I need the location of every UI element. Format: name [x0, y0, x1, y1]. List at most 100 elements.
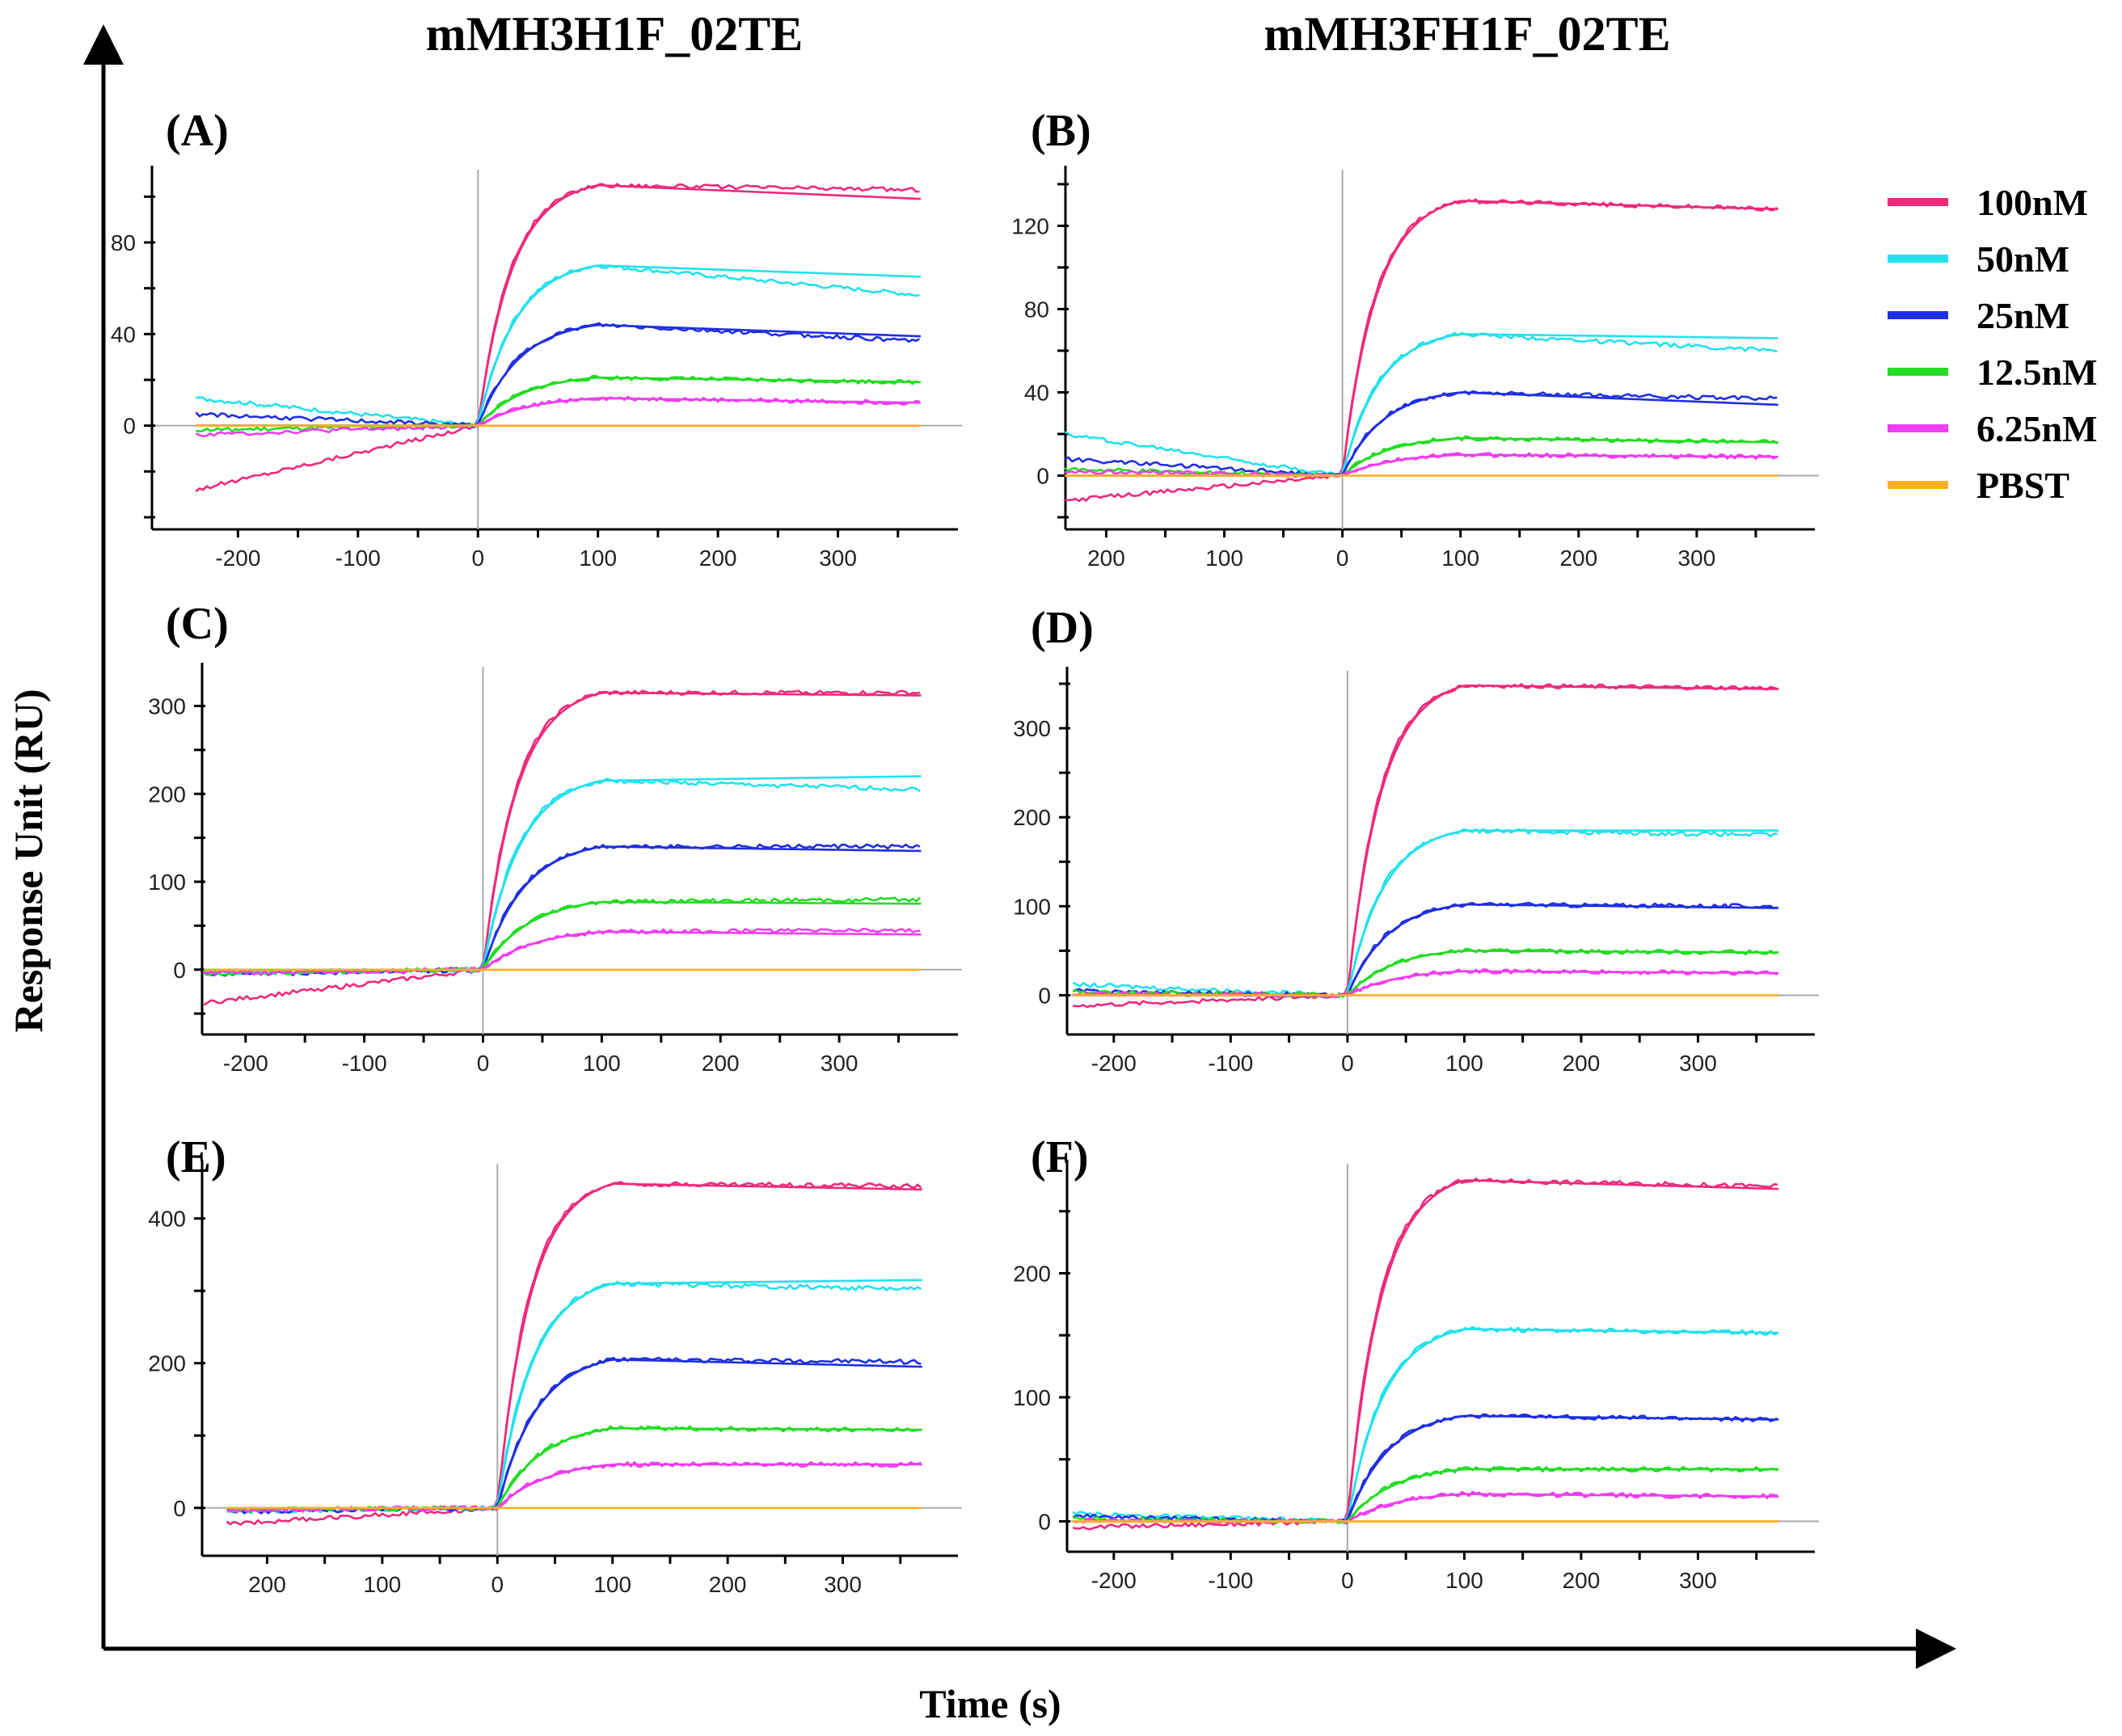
- x-axis-title: Time (s): [919, 1681, 1061, 1726]
- series-data-curve: [196, 374, 920, 433]
- series-fit-curve: [1073, 684, 1779, 997]
- panel-a: (A) 0 40 80 -200 -100 0 100 200 300: [111, 106, 962, 571]
- series-fit-curve: [204, 775, 922, 971]
- y-tick-label: 200: [148, 782, 186, 807]
- y-tick-label: 300: [148, 694, 186, 719]
- x-tick-label: 300: [1679, 1568, 1717, 1593]
- legend-label: 6.25nM: [1976, 408, 2098, 449]
- series-fit-curve: [1065, 391, 1778, 477]
- y-tick-label: 0: [123, 414, 136, 439]
- y-tick-label: 0: [1036, 463, 1049, 488]
- legend-label: 25nM: [1976, 295, 2069, 336]
- panel-e: (E) 0 200 400 200 100 0 100 200 300: [148, 1132, 962, 1597]
- column-title-left: mMH3H1F_02TE: [426, 7, 804, 61]
- y-tick-label: 100: [148, 870, 186, 895]
- series-data-curve: [1072, 901, 1778, 998]
- series-fit-curve: [226, 1182, 922, 1510]
- x-tick-label: 0: [1336, 546, 1349, 571]
- panel-d: (D) 0 100 200 300 -200 -100 0 100 200 300: [1013, 603, 1819, 1076]
- panel-c: (C) 0 100 200 300 -200 -100 0 100 200 300: [148, 599, 962, 1076]
- series-data-curve: [226, 1280, 922, 1515]
- series-data-curve: [203, 777, 921, 975]
- panel-label: (F): [1031, 1132, 1089, 1182]
- series-fit-curve: [226, 1463, 922, 1510]
- x-tick-label: 200: [709, 1572, 747, 1597]
- x-tick-label: 100: [583, 1051, 621, 1076]
- panel-label: (B): [1031, 106, 1091, 156]
- series-fit-curve: [226, 1279, 922, 1510]
- x-tick-label: -100: [335, 546, 381, 571]
- series-fit-curve: [226, 1358, 922, 1510]
- y-tick-label: 100: [1013, 894, 1051, 919]
- y-tick-label: 120: [1011, 213, 1049, 238]
- x-tick-label: 100: [593, 1572, 631, 1597]
- y-tick-label: 100: [1013, 1385, 1051, 1410]
- series-fit-curve: [1065, 453, 1778, 477]
- x-tick-label: 300: [1678, 546, 1716, 571]
- panel-b: (B) 0 40 80 120 200 100 0 100 200 300: [1011, 106, 1819, 571]
- series-fit-curve: [204, 691, 922, 971]
- x-tick-label: -100: [342, 1051, 387, 1076]
- y-tick-label: 40: [1024, 380, 1049, 405]
- x-tick-label: 0: [491, 1572, 504, 1597]
- x-tick-label: 0: [1341, 1051, 1354, 1076]
- series-data-curve: [1064, 390, 1778, 477]
- x-tick-label: 200: [1087, 546, 1125, 571]
- series-data-curve: [226, 1181, 922, 1526]
- panel-f: (F) 0 100 200 -200 -100 0 100 200 300: [1013, 1132, 1819, 1593]
- x-tick-label: -100: [1208, 1051, 1253, 1076]
- y-tick-label: 80: [1024, 297, 1049, 322]
- x-tick-label: 100: [1441, 546, 1479, 571]
- x-tick-label: 0: [477, 1051, 490, 1076]
- panel-label: (E): [166, 1132, 226, 1182]
- series-data-curve: [1073, 683, 1778, 1009]
- series-data-curve: [226, 1356, 922, 1515]
- legend: 100nM 50nM 25nM 12.5nM 6.25nM PBST: [1888, 182, 2098, 506]
- y-tick-label: 200: [148, 1351, 186, 1376]
- x-tick-label: 100: [579, 546, 617, 571]
- x-tick-label: 100: [1205, 546, 1243, 571]
- series-data-curve: [1072, 1325, 1778, 1525]
- x-tick-label: 300: [1679, 1051, 1717, 1076]
- x-tick-label: 100: [1445, 1051, 1483, 1076]
- y-tick-label: 200: [1013, 1261, 1051, 1286]
- x-tick-label: -100: [1208, 1568, 1253, 1593]
- y-tick-label: 300: [1013, 716, 1051, 741]
- x-tick-label: 200: [1559, 546, 1597, 571]
- series-fit-curve: [196, 183, 922, 427]
- x-tick-label: 200: [702, 1051, 740, 1076]
- series-data-curve: [1064, 331, 1778, 478]
- x-tick-label: 200: [1563, 1568, 1601, 1593]
- y-tick-label: 0: [1038, 983, 1051, 1008]
- x-tick-label: 200: [699, 546, 737, 571]
- x-tick-label: 200: [248, 1572, 286, 1597]
- legend-label: 50nM: [1976, 238, 2069, 280]
- x-tick-label: 300: [821, 1051, 859, 1076]
- y-tick-label: 0: [173, 1496, 186, 1521]
- y-tick-label: 0: [173, 958, 186, 983]
- series-data-curve: [1072, 1178, 1778, 1531]
- series-data-curve: [195, 395, 920, 438]
- series-data-curve: [203, 689, 921, 1006]
- x-tick-label: -200: [215, 546, 260, 571]
- x-tick-label: 100: [364, 1572, 402, 1597]
- x-tick-label: -200: [223, 1051, 268, 1076]
- legend-label: 12.5nM: [1976, 352, 2098, 393]
- panel-label: (A): [166, 106, 229, 156]
- y-axis-title: Response Unit (RU): [6, 689, 51, 1033]
- legend-label: PBST: [1976, 465, 2069, 506]
- y-tick-label: 80: [111, 230, 136, 255]
- x-tick-label: 0: [471, 546, 484, 571]
- x-tick-label: -200: [1091, 1051, 1137, 1076]
- series-fit-curve: [1065, 200, 1778, 477]
- panel-label: (C): [166, 599, 229, 649]
- series-fit-curve: [1073, 903, 1779, 997]
- legend-label: 100nM: [1976, 182, 2088, 223]
- y-tick-label: 40: [111, 322, 136, 347]
- y-tick-label: 0: [1038, 1509, 1051, 1534]
- column-title-right: mMH3FH1F_02TE: [1263, 7, 1670, 61]
- x-tick-label: 300: [819, 546, 857, 571]
- x-tick-label: 300: [824, 1572, 862, 1597]
- x-tick-label: 100: [1445, 1568, 1483, 1593]
